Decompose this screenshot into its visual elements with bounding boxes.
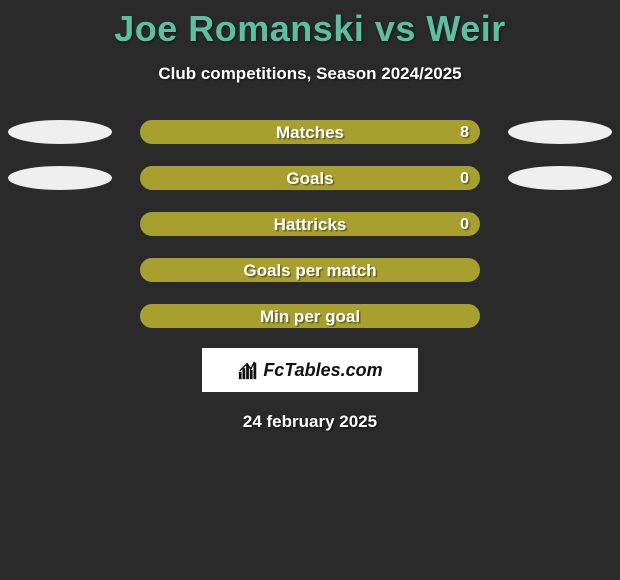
left-player-marker [8, 120, 112, 144]
brand-badge: FcTables.com [202, 348, 418, 392]
page-title: Joe Romanski vs Weir [0, 0, 620, 50]
comparison-row: Hattricks0 [0, 212, 620, 236]
stat-label: Min per goal [141, 305, 479, 328]
right-player-marker [508, 120, 612, 144]
stat-bar: Matches8 [140, 120, 480, 144]
stat-bar: Hattricks0 [140, 212, 480, 236]
right-player-marker [508, 166, 612, 190]
subtitle: Club competitions, Season 2024/2025 [0, 64, 620, 84]
stat-label: Hattricks [141, 213, 479, 236]
stat-bar: Goals0 [140, 166, 480, 190]
stat-right-value: 0 [460, 213, 469, 236]
stat-right-value: 0 [460, 167, 469, 190]
stat-right-value: 8 [460, 121, 469, 144]
stat-bar: Min per goal [140, 304, 480, 328]
comparison-row: Matches8 [0, 120, 620, 144]
stat-label: Matches [141, 121, 479, 144]
comparison-row: Goals0 [0, 166, 620, 190]
stat-bar: Goals per match [140, 258, 480, 282]
brand-bars-icon [237, 359, 259, 381]
comparison-rows: Matches8Goals0Hattricks0Goals per matchM… [0, 120, 620, 328]
date-label: 24 february 2025 [0, 412, 620, 432]
left-player-marker [8, 166, 112, 190]
comparison-row: Min per goal [0, 304, 620, 328]
stat-label: Goals [141, 167, 479, 190]
brand-text: FcTables.com [263, 360, 382, 381]
comparison-row: Goals per match [0, 258, 620, 282]
stat-label: Goals per match [141, 259, 479, 282]
